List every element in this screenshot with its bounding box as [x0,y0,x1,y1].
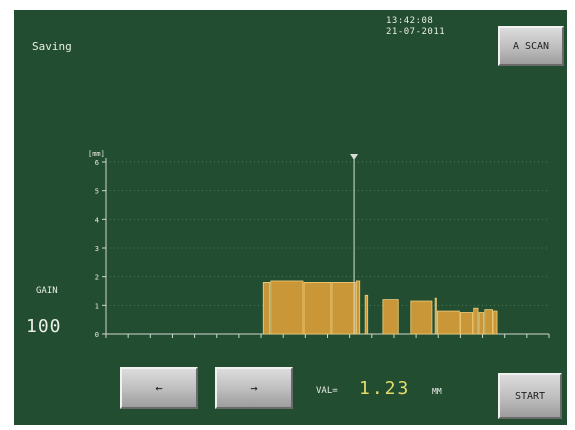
bar-segment [478,312,485,335]
value-unit: MM [432,387,442,396]
y-tick-label: 1 [95,302,99,310]
gain-value: 100 [26,316,62,337]
clock-date: 21-07-2011 [386,27,446,37]
bar-segment [493,310,498,335]
y-tick-label: 2 [95,274,99,282]
y-tick-label: 5 [95,188,99,196]
start-button[interactable]: START [498,373,562,419]
bar-segment [262,281,271,335]
y-tick-label: 4 [95,216,99,224]
bar-segment [355,280,361,335]
bar-segment [270,280,304,335]
bar-segment [303,281,332,335]
value-readout: 1.23 [359,378,411,399]
clock-time: 13:42:08 [386,16,434,26]
y-tick-label: 6 [95,159,99,167]
bar-segment [459,312,474,335]
bar-segment [436,310,460,335]
inspection-screen: Saving 13:42:08 21-07-2011 A SCAN 0 1 2 3 4 5… [14,10,567,425]
cursor-marker-icon [350,154,359,160]
bar-segment [473,307,479,335]
scroll-left-button[interactable]: ← [120,367,198,409]
y-tick-label: 3 [95,245,99,253]
gain-label: GAIN [36,286,58,296]
y-tick-label: 0 [95,331,99,339]
status-text: Saving [32,40,72,53]
bar-segment [364,294,369,335]
bar-segment [484,309,494,335]
bar-segment [410,300,433,335]
value-label: VAL= [316,386,338,396]
thickness-chart: 0 1 2 3 4 5 6[mm] [88,150,550,339]
bar-segment [382,299,399,335]
bar-segment [434,297,437,335]
scroll-right-button[interactable]: → [215,367,293,409]
a-scan-button[interactable]: A SCAN [498,26,564,66]
bar-segment [331,281,356,335]
y-axis-label: [mm] [88,150,105,158]
